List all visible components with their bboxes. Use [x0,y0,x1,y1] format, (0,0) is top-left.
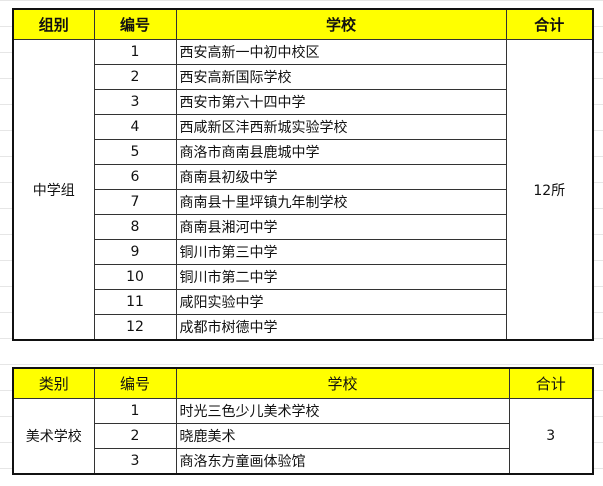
school-cell: 时光三色少儿美术学校 [175,398,510,424]
table-row: 6 商南县初级中学 [13,164,593,190]
school-cell: 铜川市第二中学 [175,264,507,290]
header-school: 学校 [175,367,510,399]
total-cell: 3 [508,398,594,475]
school-cell: 晓鹿美术 [175,423,510,449]
table-row: 12 成都市树德中学 [13,314,593,341]
header-row: 组别 编号 学校 合计 [12,8,594,40]
school-cell: 铜川市第三中学 [175,239,507,265]
table-row: 8 商南县湘河中学 [13,214,593,240]
table-row: 3 西安市第六十四中学 [13,89,593,115]
header-row: 类别 编号 学校 合计 [12,367,594,399]
header-group: 组别 [12,8,95,40]
school-cell: 西安市第六十四中学 [175,89,507,115]
table-row: 7 商南县十里坪镇九年制学校 [13,189,593,215]
number-cell: 2 [93,423,177,449]
header-number: 编号 [93,367,177,399]
school-cell: 西安高新国际学校 [175,64,507,90]
number-cell: 1 [93,39,177,65]
total-cell: 12所 [505,39,594,341]
school-cell: 西咸新区沣西新城实验学校 [175,114,507,140]
number-cell: 8 [93,214,177,240]
number-cell: 7 [93,189,177,215]
header-total: 合计 [508,367,594,399]
number-cell: 12 [93,314,177,341]
group-cell: 美术学校 [12,398,95,475]
table-row: 中学组 1 西安高新一中初中校区 12所 [12,39,594,341]
school-cell: 成都市树德中学 [175,314,507,341]
school-cell: 商洛东方童画体验馆 [175,448,510,475]
number-cell: 11 [93,289,177,315]
middle-school-table: 组别 编号 学校 合计 中学组 1 西安高新一中初中校区 12所 2 西安高新国际学校 3 西… [12,8,594,341]
table-row: 11 咸阳实验中学 [13,289,593,315]
header-category: 类别 [12,367,95,399]
number-cell: 9 [93,239,177,265]
number-cell: 2 [93,64,177,90]
number-cell: 4 [93,114,177,140]
group-cell: 中学组 [12,39,95,341]
number-cell: 10 [93,264,177,290]
header-school: 学校 [175,8,507,40]
number-cell: 6 [93,164,177,190]
number-cell: 5 [93,139,177,165]
number-cell: 3 [93,448,177,475]
header-number: 编号 [93,8,177,40]
school-cell: 咸阳实验中学 [175,289,507,315]
school-cell: 商南县湘河中学 [175,214,507,240]
school-cell: 西安高新一中初中校区 [175,39,507,65]
school-cell: 商南县十里坪镇九年制学校 [175,189,507,215]
table-row: 4 西咸新区沣西新城实验学校 [13,114,593,140]
table-row: 美术学校 1 时光三色少儿美术学校 3 [12,398,594,475]
table-row: 3 商洛东方童画体验馆 [13,448,593,475]
art-school-table: 类别 编号 学校 合计 美术学校 1 时光三色少儿美术学校 3 2 晓鹿美术 3 商洛东方童画… [12,367,594,475]
table-row: 2 晓鹿美术 [13,423,593,449]
table-row: 9 铜川市第三中学 [13,239,593,265]
table-row: 5 商洛市商南县鹿城中学 [13,139,593,165]
school-cell: 商洛市商南县鹿城中学 [175,139,507,165]
header-total: 合计 [505,8,594,40]
number-cell: 3 [93,89,177,115]
school-cell: 商南县初级中学 [175,164,507,190]
number-cell: 1 [93,398,177,424]
